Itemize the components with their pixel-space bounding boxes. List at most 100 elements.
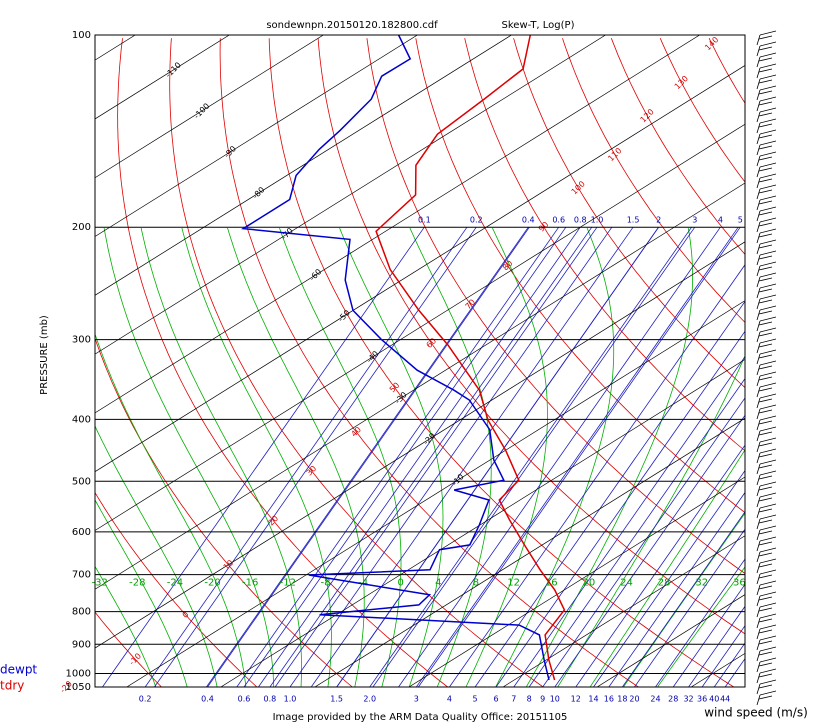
dry-adiabat [513,38,745,389]
barb-flag [758,233,773,238]
barb-flag [759,613,777,619]
barb-flag [758,145,773,150]
barb-staff [756,155,761,167]
barb-staff [756,661,761,673]
barb-flag [758,90,773,95]
barb-flag [758,35,773,40]
mixing-ratio-line [269,226,593,687]
barb-flag [759,272,777,278]
barb-flag [759,140,777,146]
mixing-ratio-label: 4 [718,216,723,225]
y-tick-label: 800 [72,607,91,618]
mixing-ratio-line [416,226,739,687]
barb-flag [758,365,773,370]
barb-staff [756,485,761,497]
mixing-ratio-label: 44 [720,695,730,704]
barb-flag [759,382,777,388]
barb-flag [758,244,773,249]
barb-flag [759,580,777,586]
barb-flag [759,569,777,575]
isotherm [95,35,418,237]
barb-flag [759,250,777,256]
sounding-line [375,34,566,681]
overlay: 1601501401301201101009080706050403020100… [0,30,777,706]
barb-staff [756,67,761,79]
barb-staff [756,133,761,145]
barb-flag [759,525,777,531]
barb-staff [756,573,761,585]
wind-label: wind speed (m/s) [704,706,808,720]
barb-flag [758,629,773,634]
mixing-ratio-line [154,226,477,687]
barb-staff [756,617,761,629]
mixing-ratio-label: 1.5 [627,216,640,225]
mixing-ratio-label: 16 [604,695,614,704]
mixing-ratio-label: 0.4 [522,216,535,225]
mixing-ratio-label: 5 [738,216,743,225]
barb-flag [758,651,773,656]
barb-flag [758,178,773,183]
barb-flag [758,277,773,282]
barb-flag [758,112,773,117]
barb-flag [758,57,773,62]
x-tick-label: 24 [620,578,633,589]
barb-flag [758,541,773,546]
barb-flag [758,222,773,227]
x-tick-label: 0 [398,578,404,589]
x-tick-label: 8 [473,578,479,589]
mixing-ratio-line [554,414,745,687]
footer: Image provided by the ARM Data Quality O… [273,712,568,723]
mixing-ratio-label: 8 [527,695,532,704]
dry-adiabat [562,38,745,323]
mixing-ratio-line [258,226,581,687]
sounding-line [240,34,550,681]
barb-flag [759,459,777,465]
mixing-ratio-label: 5 [473,695,478,704]
y-tick-label: 600 [72,527,91,538]
barb-staff [756,276,761,288]
barb-staff [756,56,761,68]
barb-staff [756,34,761,46]
mixing-ratio-line [369,226,692,687]
barb-staff [756,551,761,563]
barb-flag [759,481,777,487]
dry-adiabat [95,491,258,687]
barb-flag [758,79,773,84]
barb-flag [758,354,773,359]
barb-flag [758,585,773,590]
dry-adiabat [659,38,745,183]
barb-flag [759,503,777,509]
barb-flag [759,85,777,91]
barb-staff [756,232,761,244]
barb-flag [759,536,777,542]
x-tick-label: 20 [582,578,595,589]
mixing-ratio-label: 1.0 [591,216,604,225]
mixing-ratio-label: 0.4 [201,695,214,704]
isotherm [95,35,700,414]
mixing-ratio-line [688,605,745,687]
barb-staff [756,672,761,684]
barb-staff [756,584,761,596]
barb-flag [758,211,773,216]
barb-flag [758,640,773,645]
barb-flag [759,404,777,410]
barb-flag [758,255,773,260]
mixing-ratio-line [528,377,745,687]
barb-flag [758,662,773,667]
x-tick-label: -20 [204,578,220,589]
barb-staff [756,353,761,365]
barb-staff [756,474,761,486]
barb-staff [756,254,761,266]
barb-flag [758,508,773,513]
barb-staff [756,463,761,475]
x-tick-label: -8 [320,578,330,589]
barb-staff [756,122,761,134]
barb-staff [756,518,761,530]
mixing-ratio-label: 2 [656,216,661,225]
barb-flag [758,552,773,557]
mixing-ratio-label: 10 [550,695,560,704]
x-tick-label: -4 [358,578,368,589]
barb-staff [756,320,761,332]
barb-flag [759,415,777,421]
